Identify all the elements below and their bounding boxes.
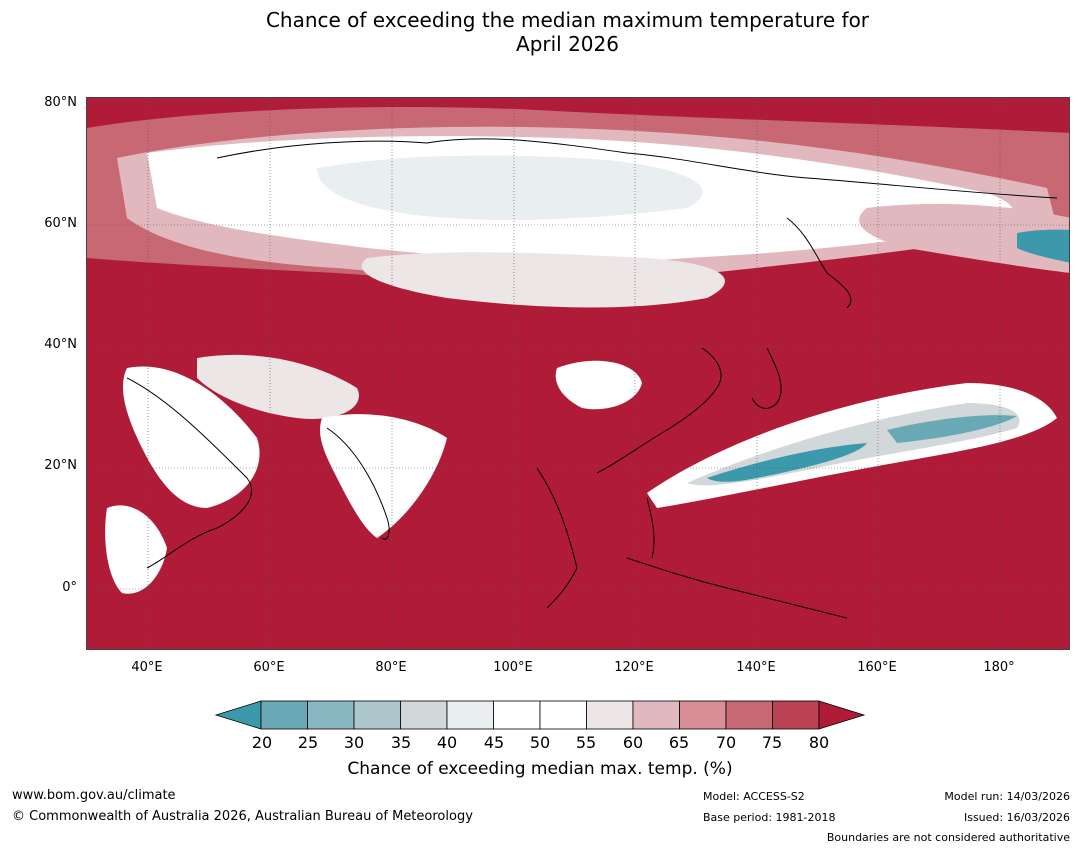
region-siberia-grey [317,155,703,220]
issued-text: Issued: 16/03/2026 [963,811,1070,824]
lon-label-40e: 40°E [131,660,163,675]
region-pacific-blue-2 [887,415,1017,443]
lat-label-0: 0° [62,580,77,595]
coastlines [126,138,1058,619]
region-arabia-white [122,366,260,508]
region-pacific-blue [707,443,867,482]
colorbar-extend-high [818,700,866,730]
colorbar-extend-low [214,700,262,730]
title-line-1: Chance of exceeding the median maximum t… [265,8,870,32]
map-title: Chance of exceeding the median maximum t… [0,8,1081,56]
region-arctic-east [859,203,1069,273]
colorbar-tick: 80 [808,733,830,752]
colorbar-tick: 65 [668,733,690,752]
region-bering-blue [1017,229,1069,263]
lat-label-40n: 40°N [44,337,77,352]
colorbar-cell [679,700,727,730]
colorbar-tick: 40 [436,733,458,752]
colorbar-cell [586,700,634,730]
lon-label-100e: 100°E [493,660,533,675]
colorbar [214,700,866,730]
colorbar-tick: 70 [715,733,737,752]
map-canvas [87,98,1069,649]
colorbar-tick: 75 [761,733,783,752]
colorbar-tick: 50 [529,733,551,752]
region-africa-white [105,505,167,594]
region-northchina-white [555,360,642,410]
lon-label-80e: 80°E [375,660,407,675]
region-india-white [320,414,447,538]
colorbar-cell [632,700,680,730]
model-run-text: Model run: 14/03/2026 [944,790,1070,803]
lon-label-140e: 140°E [736,660,776,675]
copyright-text: © Commonwealth of Australia 2026, Austra… [12,809,473,824]
lat-label-80n: 80°N [44,95,77,110]
colorbar-tick: 30 [343,733,365,752]
base-period-text: Base period: 1981-2018 [703,811,836,824]
forecast-map [86,97,1070,650]
disclaimer-text: Boundaries are not considered authoritat… [826,831,1070,844]
colorbar-tick: 35 [390,733,412,752]
region-iran-white [197,354,359,419]
colorbar-cell [539,700,587,730]
lat-label-20n: 20°N [44,458,77,473]
colorbar-cell [446,700,494,730]
lon-label-180: 180° [983,660,1015,675]
colorbar-tick: 20 [251,733,273,752]
colorbar-cell [307,700,355,730]
website-link[interactable]: www.bom.gov.au/climate [12,788,176,803]
graticule [87,98,1069,649]
colorbar-label: Chance of exceeding median max. temp. (%… [347,759,733,779]
colorbar-cell [493,700,541,730]
model-text: Model: ACCESS-S2 [703,790,805,803]
colorbar-cell [353,700,401,730]
title-line-2: April 2026 [516,32,619,56]
lon-label-60e: 60°E [253,660,285,675]
lon-label-120e: 120°E [614,660,654,675]
colorbar-cell [400,700,448,730]
lat-label-60n: 60°N [44,216,77,231]
colorbar-tick: 45 [483,733,505,752]
region-mongolia-white [361,252,725,308]
colorbar-cell [772,700,820,730]
colorbar-tick: 55 [575,733,597,752]
colorbar-cell [260,700,308,730]
colorbar-tick: 25 [297,733,319,752]
colorbar-tick: 60 [622,733,644,752]
lon-label-160e: 160°E [857,660,897,675]
colorbar-cell [725,700,773,730]
